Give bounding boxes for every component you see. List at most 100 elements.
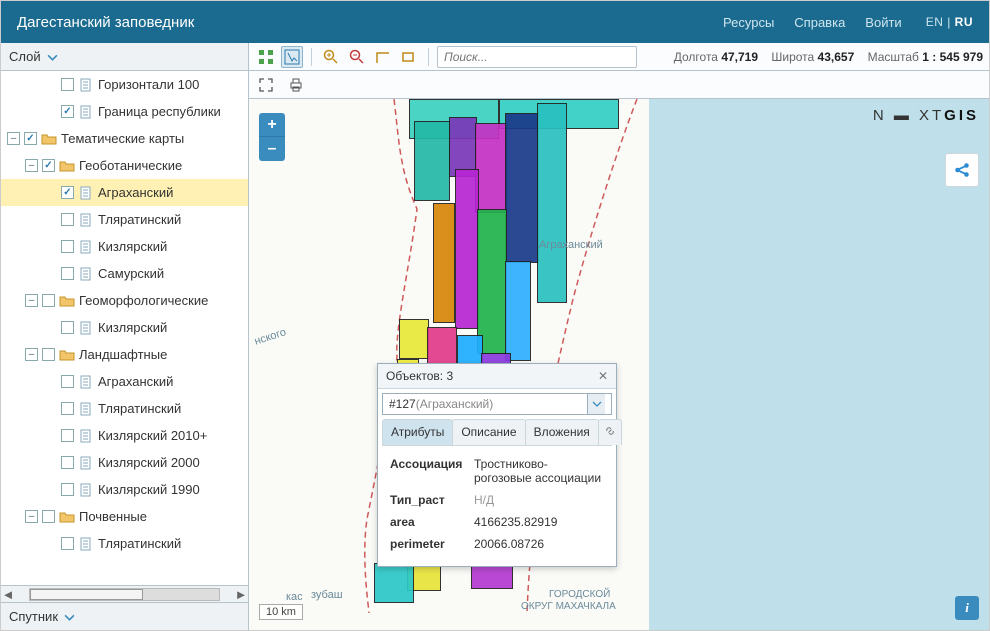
tree-node[interactable]: Кизлярский <box>1 314 248 341</box>
search-input[interactable] <box>437 46 637 68</box>
attr-key: Ассоциация <box>390 454 472 488</box>
zoom-out-button[interactable]: – <box>259 137 285 161</box>
tool-identify[interactable] <box>281 46 303 68</box>
tree-hscroll[interactable]: ◄ ► <box>1 585 248 602</box>
status-bar: Долгота 47,719 Широта 43,657 Масштаб 1 :… <box>674 50 983 64</box>
layer-checkbox[interactable] <box>61 105 74 118</box>
layer-checkbox[interactable] <box>61 483 74 496</box>
nav-resources[interactable]: Ресурсы <box>723 15 774 30</box>
tree-node[interactable]: –Почвенные <box>1 503 248 530</box>
map-polygon[interactable] <box>537 103 567 303</box>
tree-node[interactable]: Тляратинский <box>1 395 248 422</box>
tree-node[interactable]: Аграханский <box>1 368 248 395</box>
tool-print[interactable] <box>285 74 307 96</box>
tree-node[interactable]: –Геоморфологические <box>1 287 248 314</box>
tool-zoomout[interactable] <box>346 46 368 68</box>
map-polygon[interactable] <box>374 563 414 603</box>
layer-checkbox[interactable] <box>61 429 74 442</box>
lang-en[interactable]: EN <box>926 15 944 29</box>
sidebar: Слой Горизонтали 100Граница республики–Т… <box>1 43 249 630</box>
basemap-panel-header[interactable]: Спутник <box>1 602 248 630</box>
expand-toggle[interactable]: – <box>25 294 38 307</box>
scroll-right-icon[interactable]: ► <box>234 587 248 601</box>
map-polygon[interactable] <box>505 261 531 361</box>
layer-checkbox[interactable] <box>61 78 74 91</box>
tree-node[interactable]: Тляратинский <box>1 206 248 233</box>
layer-checkbox[interactable] <box>42 159 55 172</box>
scroll-left-icon[interactable]: ◄ <box>1 587 15 601</box>
tree-node[interactable]: Граница республики <box>1 98 248 125</box>
info-button[interactable]: i <box>955 596 979 620</box>
layer-checkbox[interactable] <box>61 240 74 253</box>
basemap-panel-label: Спутник <box>9 609 58 624</box>
tree-node[interactable]: Кизлярский <box>1 233 248 260</box>
tree-node[interactable]: Самурский <box>1 260 248 287</box>
toolbar-secondary <box>249 71 989 99</box>
expand-toggle[interactable]: – <box>25 348 38 361</box>
tree-node[interactable]: –Ландшафтные <box>1 341 248 368</box>
expand-toggle[interactable]: – <box>7 132 20 145</box>
reserve-boundary <box>249 99 989 613</box>
share-button[interactable] <box>945 153 979 187</box>
zoom-in-button[interactable]: + <box>259 113 285 137</box>
feature-popup: Объектов: 3 ✕ #127 (Аграханский) Атрибут… <box>377 363 617 567</box>
map-polygon[interactable] <box>477 209 507 354</box>
tree-node-label: Кизлярский 1990 <box>98 482 200 497</box>
expand-toggle[interactable]: – <box>25 510 38 523</box>
map-polygon[interactable] <box>399 319 429 359</box>
map-polygon[interactable] <box>433 203 455 323</box>
tree-node[interactable]: Кизлярский 2010+ <box>1 422 248 449</box>
tab-attributes[interactable]: Атрибуты <box>382 419 453 445</box>
layer-checkbox[interactable] <box>61 213 74 226</box>
tree-node-label: Аграханский <box>98 374 173 389</box>
feature-select[interactable]: #127 (Аграханский) <box>382 393 612 415</box>
tool-grid[interactable] <box>255 46 277 68</box>
map-polygon[interactable] <box>414 121 450 201</box>
layer-checkbox[interactable] <box>61 537 74 550</box>
layer-checkbox[interactable] <box>61 186 74 199</box>
tree-node-label: Аграханский <box>98 185 173 200</box>
layer-checkbox[interactable] <box>61 321 74 334</box>
attr-key: Тип_раст <box>390 490 472 510</box>
layer-checkbox[interactable] <box>42 348 55 361</box>
map-canvas[interactable]: АграханскийнскогозубашкасГОРОДСКОЙОКРУГ … <box>249 99 989 630</box>
lang-switch[interactable]: EN | RU <box>926 15 973 29</box>
layer-checkbox[interactable] <box>61 375 74 388</box>
tree-node[interactable]: –Тематические карты <box>1 125 248 152</box>
tree-node[interactable]: Аграханский <box>1 179 248 206</box>
tool-measure-area[interactable] <box>398 46 420 68</box>
popup-title: Объектов: 3 <box>386 369 453 383</box>
expand-toggle[interactable]: – <box>25 159 38 172</box>
tree-node[interactable]: Горизонтали 100 <box>1 71 248 98</box>
nav-login[interactable]: Войти <box>865 15 901 30</box>
layer-checkbox[interactable] <box>42 294 55 307</box>
layer-checkbox[interactable] <box>61 267 74 280</box>
map-polygon[interactable] <box>505 113 539 263</box>
chevron-down-icon[interactable] <box>587 394 605 414</box>
layer-checkbox[interactable] <box>61 402 74 415</box>
tree-node[interactable]: Кизлярский 1990 <box>1 476 248 503</box>
tool-extent[interactable] <box>255 74 277 96</box>
map-label: кас <box>286 591 303 603</box>
tree-node[interactable]: Кизлярский 2000 <box>1 449 248 476</box>
map-polygon[interactable] <box>455 169 479 329</box>
layer-panel-header[interactable]: Слой <box>1 43 248 71</box>
tab-description[interactable]: Описание <box>452 419 525 445</box>
document-icon <box>78 239 94 255</box>
tab-link-icon[interactable] <box>598 419 622 445</box>
layer-tree[interactable]: Горизонтали 100Граница республики–Темати… <box>1 71 248 585</box>
close-icon[interactable]: ✕ <box>598 369 608 383</box>
map-polygon[interactable] <box>475 123 507 213</box>
tree-node[interactable]: Тляратинский <box>1 530 248 557</box>
nav-help[interactable]: Справка <box>794 15 845 30</box>
document-icon <box>78 374 94 390</box>
tree-node[interactable]: –Геоботанические <box>1 152 248 179</box>
layer-checkbox[interactable] <box>61 456 74 469</box>
tool-zoomin[interactable] <box>320 46 342 68</box>
map-polygon[interactable] <box>449 117 477 177</box>
layer-checkbox[interactable] <box>42 510 55 523</box>
tab-attachments[interactable]: Вложения <box>525 419 599 445</box>
layer-checkbox[interactable] <box>24 132 37 145</box>
tool-measure-line[interactable] <box>372 46 394 68</box>
lang-ru[interactable]: RU <box>955 15 973 29</box>
